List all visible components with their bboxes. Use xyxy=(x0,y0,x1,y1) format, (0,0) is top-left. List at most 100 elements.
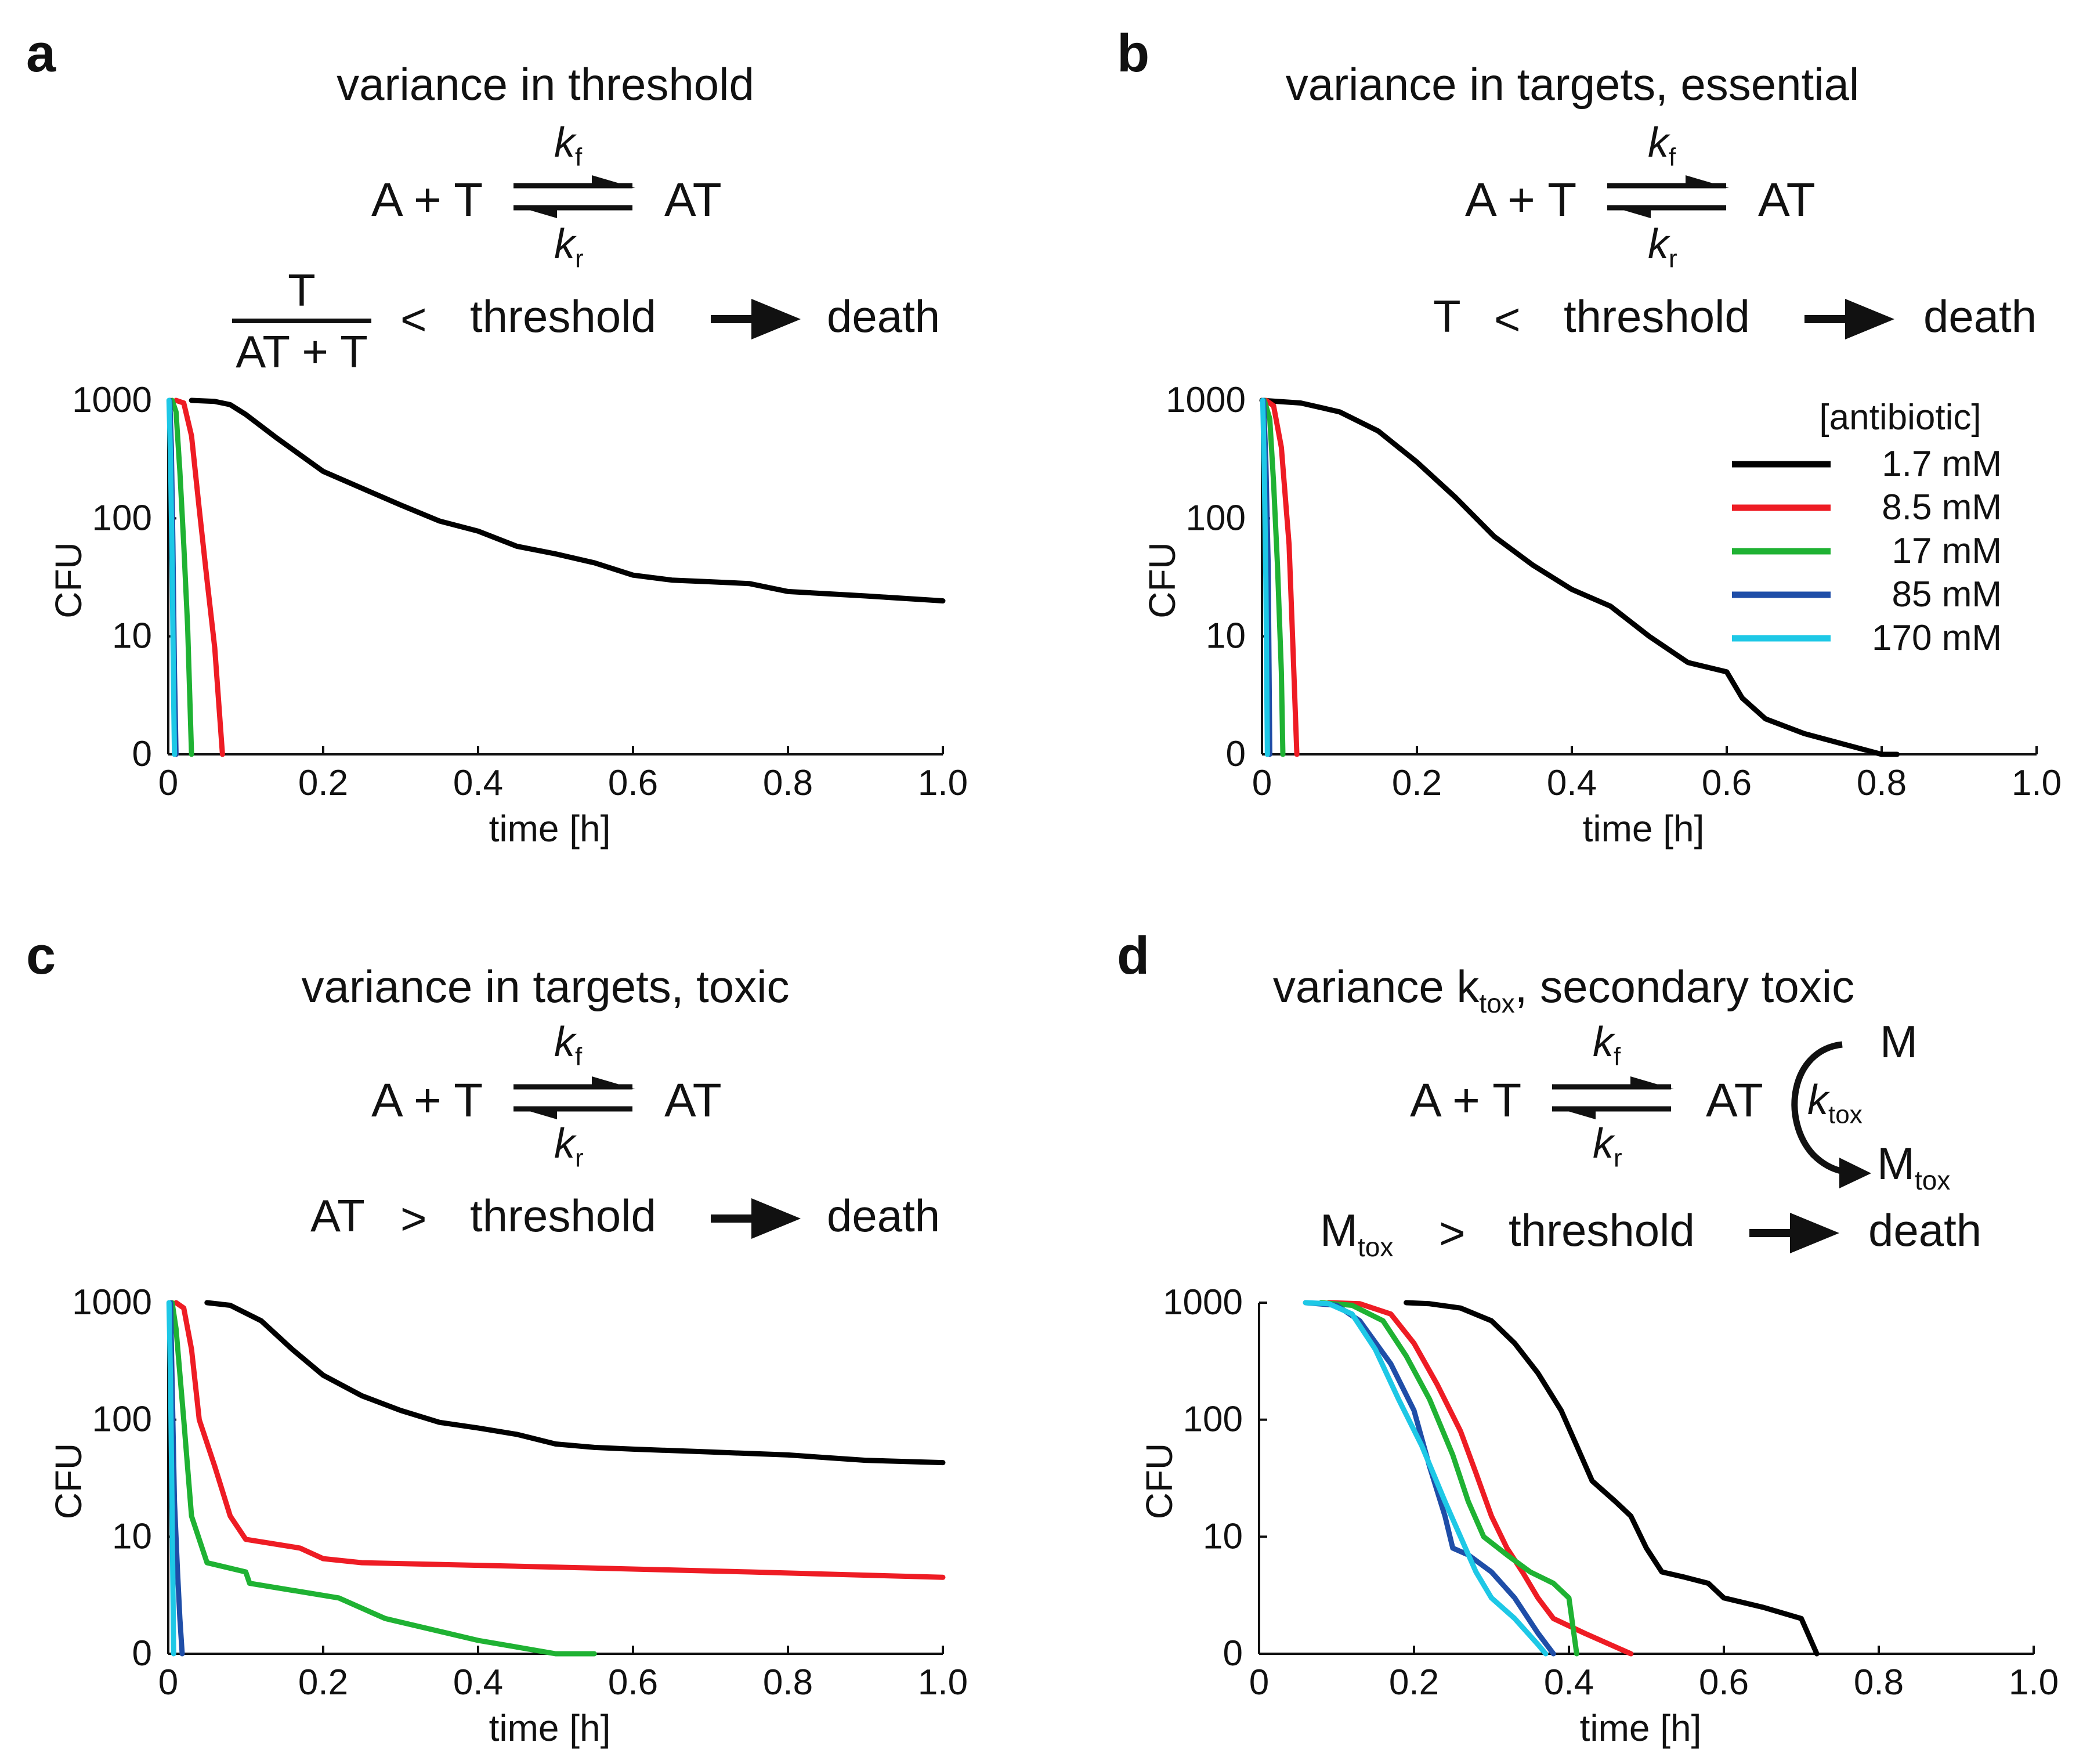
y-axis-label: CFU xyxy=(1138,1443,1180,1520)
x-tick-label: 1.0 xyxy=(918,1662,968,1702)
kf-label: kf xyxy=(554,120,583,172)
series-line-170-mM xyxy=(166,397,178,757)
y-tick-label: 0 xyxy=(132,734,152,774)
death-arrow xyxy=(1749,1213,1839,1253)
panel-b: b variance in targets, essential A + T k… xyxy=(1042,0,2083,882)
x-tick-label: 0.8 xyxy=(763,1662,813,1702)
y-tick-label: 100 xyxy=(1183,1400,1243,1440)
y-axis-label: CFU xyxy=(48,542,89,619)
x-tick-label: 0.2 xyxy=(298,1662,348,1702)
eq-right: AT xyxy=(1706,1074,1763,1127)
eq-left: A + T xyxy=(371,1074,483,1127)
y-axis-label: CFU xyxy=(1141,542,1183,619)
lhs-label: Mtox xyxy=(1320,1205,1394,1262)
x-tick-label: 1.0 xyxy=(918,763,968,803)
series-line-17-mM xyxy=(169,397,194,757)
x-tick-label: 0.8 xyxy=(763,763,813,803)
kr-label: kr xyxy=(1593,1120,1622,1173)
x-tick-label: 0 xyxy=(1249,1662,1269,1702)
series-line-1_7-mM xyxy=(1259,397,1900,757)
chart-d: 0 0.2 0.4 0.6 0.8 1.0 0 10 100 1000 time [h] CFU xyxy=(1138,1282,2059,1749)
x-tick-label: 0.4 xyxy=(1544,1662,1594,1702)
comparison-sign: < xyxy=(1494,294,1521,345)
comparison-sign: > xyxy=(1439,1208,1466,1259)
threshold-label: threshold xyxy=(1509,1205,1695,1256)
panel-c: c variance in targets, toxic A + T kf kr… xyxy=(0,882,1042,1764)
series-line-8_5-mM xyxy=(173,1300,946,1580)
panel-d: d variance ktox, secondary toxic A + T k… xyxy=(1042,882,2083,1764)
legend-entry: 17 mM xyxy=(1892,531,2002,571)
y-tick-label: 10 xyxy=(112,1516,152,1556)
death-arrow xyxy=(711,1198,801,1239)
series-line-170-mM xyxy=(1303,1300,1549,1657)
x-tick-label: 0.2 xyxy=(1389,1662,1439,1702)
eq-left: A + T xyxy=(1410,1074,1522,1127)
y-tick-label: 100 xyxy=(92,498,152,538)
series-line-170-mM xyxy=(1260,397,1270,757)
threshold-label: threshold xyxy=(1564,291,1750,342)
y-tick-label: 1000 xyxy=(1166,380,1246,420)
fraction-denominator: AT + T xyxy=(236,326,368,377)
x-tick-label: 0.6 xyxy=(608,763,658,803)
series-line-17-mM xyxy=(1318,1300,1579,1657)
panel-title: variance in targets, essential xyxy=(1285,59,1860,110)
kr-label: kr xyxy=(554,221,584,273)
equilibrium-arrows xyxy=(513,1076,635,1119)
eq-left: A + T xyxy=(1465,173,1577,226)
series-line-1_7-mM xyxy=(189,397,946,603)
x-axis-label: time [h] xyxy=(1580,1707,1702,1749)
y-tick-label: 1000 xyxy=(72,1282,152,1322)
series-line-17-mM xyxy=(169,1300,597,1657)
x-tick-label: 0.6 xyxy=(1699,1662,1749,1702)
panel-title: variance in targets, toxic xyxy=(301,961,790,1012)
legend-entry: 85 mM xyxy=(1892,574,2002,614)
equilibrium-arrows xyxy=(513,175,635,218)
x-tick-label: 1.0 xyxy=(2009,1662,2059,1702)
legend-entry: 170 mM xyxy=(1872,618,2002,658)
legend-entry: 1.7 mM xyxy=(1882,444,2002,484)
threshold-label: threshold xyxy=(470,1190,656,1241)
x-tick-label: 0 xyxy=(158,763,178,803)
x-tick-label: 0.8 xyxy=(1854,1662,1904,1702)
y-tick-label: 1000 xyxy=(72,380,152,420)
series-line-17-mM xyxy=(1261,397,1286,757)
series-line-8_5-mM xyxy=(173,397,225,757)
x-tick-label: 0 xyxy=(1252,763,1272,803)
series-line-8_5-mM xyxy=(1263,397,1300,757)
panel-title: variance ktox, secondary toxic xyxy=(1272,961,1855,1018)
y-axis-label: CFU xyxy=(48,1443,89,1520)
fraction-bar xyxy=(232,319,371,323)
x-tick-label: 0.4 xyxy=(1547,763,1597,803)
y-tick-label: 100 xyxy=(1186,498,1246,538)
lhs-label: AT xyxy=(310,1190,365,1241)
x-tick-label: 1.0 xyxy=(2012,763,2062,803)
y-tick-label: 1000 xyxy=(1163,1282,1243,1322)
kr-label: kr xyxy=(554,1120,584,1173)
panel-letter: b xyxy=(1117,24,1150,83)
death-label: death xyxy=(827,1190,941,1241)
death-arrow xyxy=(711,299,801,339)
y-tick-label: 100 xyxy=(92,1400,152,1440)
x-axis-label: time [h] xyxy=(1583,808,1705,850)
x-axis-label: time [h] xyxy=(489,808,611,850)
kf-label: kf xyxy=(1593,1019,1621,1071)
eq-right: AT xyxy=(1758,173,1816,226)
mtox-label: Mtox xyxy=(1877,1138,1951,1195)
comparison-sign: > xyxy=(400,1193,427,1244)
y-tick-label: 10 xyxy=(1203,1516,1243,1556)
y-tick-label: 0 xyxy=(1223,1633,1243,1673)
x-tick-label: 0.8 xyxy=(1857,763,1907,803)
series-line-85-mM xyxy=(1303,1300,1556,1657)
equilibrium-arrows xyxy=(1607,175,1729,218)
x-tick-label: 0.6 xyxy=(608,1662,658,1702)
eq-right: AT xyxy=(664,1074,722,1127)
death-label: death xyxy=(1868,1205,1982,1256)
eq-right: AT xyxy=(664,173,722,226)
panel-title: variance in threshold xyxy=(337,59,754,110)
y-tick-label: 0 xyxy=(1226,734,1246,774)
death-label: death xyxy=(827,291,941,342)
kr-label: kr xyxy=(1648,221,1677,273)
legend-title: [antibiotic] xyxy=(1819,397,1981,438)
x-tick-label: 0.2 xyxy=(298,763,348,803)
